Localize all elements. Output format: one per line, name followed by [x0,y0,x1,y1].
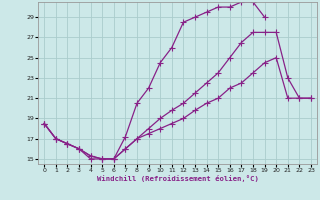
X-axis label: Windchill (Refroidissement éolien,°C): Windchill (Refroidissement éolien,°C) [97,175,259,182]
